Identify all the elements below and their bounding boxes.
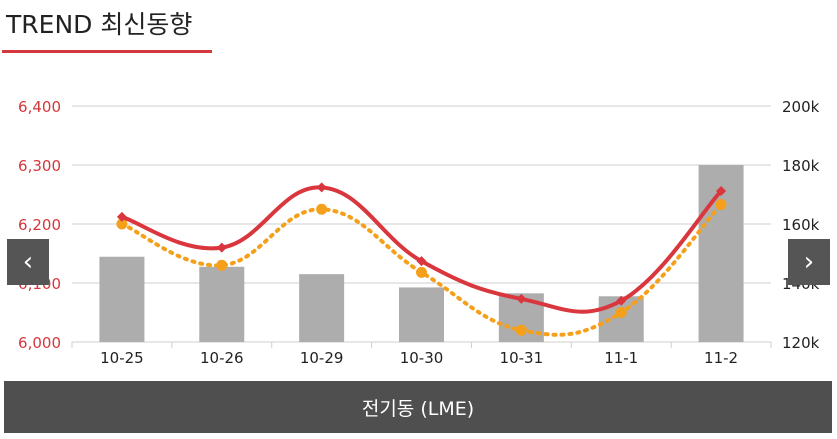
series-point-diamond xyxy=(416,256,427,267)
footer-commodity-label: 전기동 (LME) xyxy=(361,397,475,420)
trend-chart: 6,000120k6,100140k6,200160k6,300180k6,40… xyxy=(0,60,837,380)
series-point-circle xyxy=(116,218,128,230)
series-point-diamond xyxy=(216,242,227,253)
left-axis-tick-label: 6,300 xyxy=(18,157,61,175)
bar xyxy=(199,266,245,342)
series-point-circle xyxy=(416,266,427,278)
title-bar: TREND 최신동향 xyxy=(0,0,837,56)
bar xyxy=(299,274,345,342)
chevron-right-icon[interactable]: › xyxy=(788,239,830,285)
right-axis-tick-label: 200k xyxy=(782,98,820,116)
footer-commodity-button[interactable]: 전기동 (LME) xyxy=(4,381,832,433)
left-axis-tick-label: 6,400 xyxy=(18,98,61,116)
x-axis-tick-label: 11-2 xyxy=(704,349,738,367)
chart-svg: 6,000120k6,100140k6,200160k6,300180k6,40… xyxy=(18,98,820,367)
series-point-diamond xyxy=(616,295,627,306)
x-axis-tick-label: 10-31 xyxy=(500,349,544,367)
chevron-left-icon[interactable]: ‹ xyxy=(7,239,49,285)
right-axis-tick-label: 160k xyxy=(782,216,820,234)
bar xyxy=(399,287,444,342)
x-axis-tick-label: 10-26 xyxy=(200,349,244,367)
series-point-circle xyxy=(715,199,727,211)
x-axis-tick-label: 10-30 xyxy=(400,349,444,367)
series-point-circle xyxy=(615,307,627,318)
x-axis-tick-label: 10-25 xyxy=(100,349,144,367)
left-axis-tick-label: 6,000 xyxy=(18,334,61,352)
series-point-diamond xyxy=(716,185,727,196)
series-point-circle xyxy=(216,259,228,271)
right-axis-tick-label: 180k xyxy=(782,157,820,175)
series-point-circle xyxy=(515,324,527,336)
left-axis-tick-label: 6,200 xyxy=(18,216,61,234)
series-point-diamond xyxy=(316,182,327,193)
x-axis-tick-label: 10-29 xyxy=(300,349,344,367)
right-axis-tick-label: 120k xyxy=(782,334,820,352)
bar xyxy=(99,256,145,342)
series-point-diamond xyxy=(116,211,127,222)
x-axis-tick-label: 11-1 xyxy=(604,349,638,367)
series-point-circle xyxy=(316,203,328,215)
series-point-diamond xyxy=(516,293,527,304)
title-underline xyxy=(2,50,212,53)
page-title: TREND 최신동향 xyxy=(6,10,193,39)
